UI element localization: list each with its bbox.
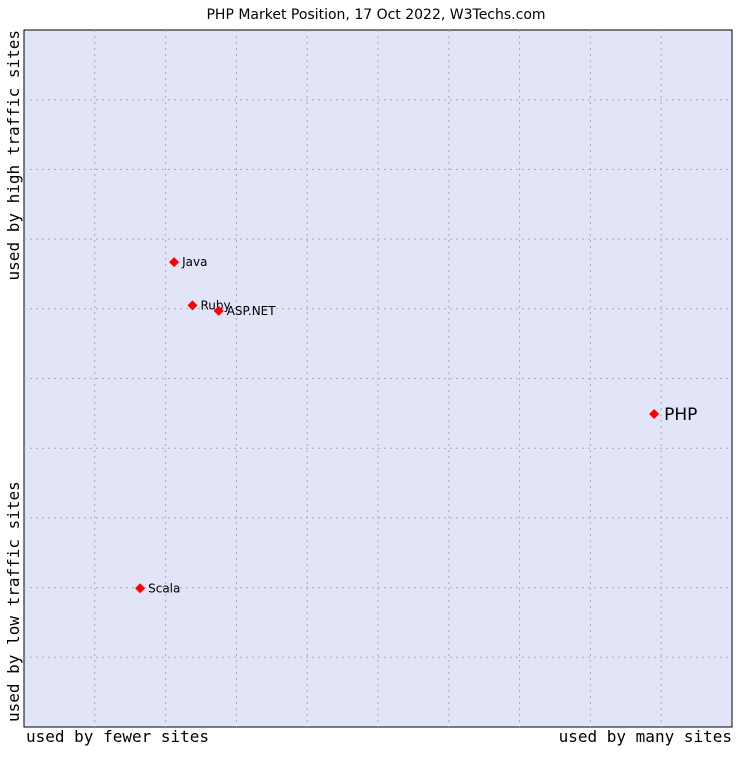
data-label-php: PHP: [664, 405, 697, 425]
grid-lines: [24, 30, 732, 727]
data-label-asp-net: ASP.NET: [227, 304, 277, 318]
y-axis-label-high: used by high traffic sites: [4, 30, 23, 280]
data-point-asp-net: [213, 305, 224, 316]
data-label-java: Java: [181, 255, 207, 269]
x-axis-label-right: used by many sites: [559, 727, 732, 746]
data-point-scala: [135, 583, 146, 594]
data-point-php: [649, 409, 660, 420]
data-label-ruby: Ruby: [201, 298, 231, 312]
data-point-java: [169, 257, 180, 268]
data-label-scala: Scala: [148, 581, 180, 595]
y-axis-label-low: used by low traffic sites: [4, 481, 23, 722]
x-axis-label-left: used by fewer sites: [26, 727, 209, 746]
data-point-ruby: [187, 300, 198, 311]
chart-title: PHP Market Position, 17 Oct 2022, W3Tech…: [206, 7, 545, 23]
